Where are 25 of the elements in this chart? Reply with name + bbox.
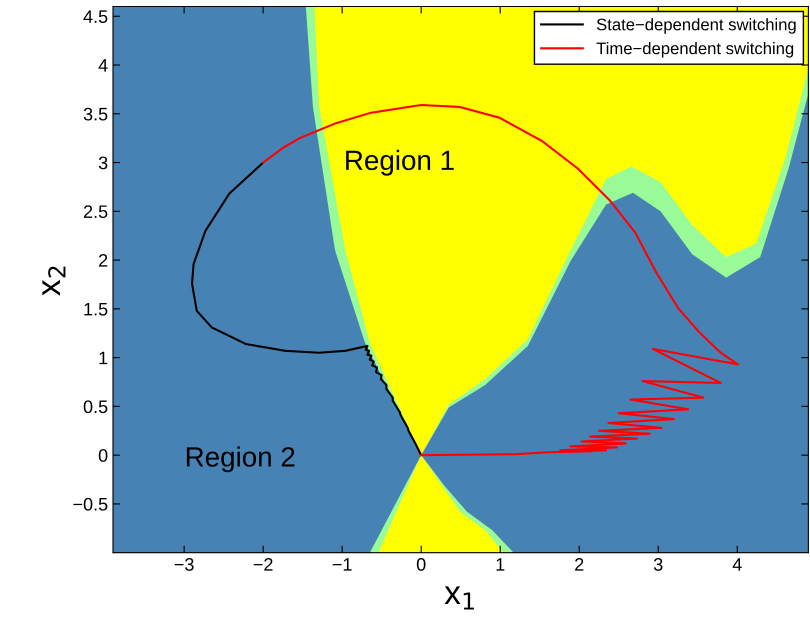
y-tick-label: 0.5 (84, 400, 108, 414)
annotation: Region 2 (186, 446, 294, 472)
legend-label: Time−dependent switching (596, 42, 794, 58)
x-tick-label: 0 (416, 558, 426, 571)
x-tick-label: 1 (496, 558, 504, 571)
y-tick-label: 3.5 (84, 108, 108, 121)
x-tick-label: −2 (254, 558, 273, 571)
y-tick-label: 1 (99, 352, 108, 364)
y-tick-label: 4 (98, 59, 108, 72)
y-tick-label: 0 (98, 449, 108, 462)
x-tick-label: −1 (332, 558, 352, 571)
x-tick-label: 3 (654, 558, 662, 571)
y-tick-label: 1.5 (84, 302, 108, 316)
y-axis-title: x$_{2}$ (42, 266, 66, 296)
annotation: Region 1 (346, 150, 454, 176)
legend-label: State−dependent switching (596, 18, 796, 34)
y-tick-label: 3 (98, 156, 108, 170)
y-tick-label: 2 (99, 254, 108, 267)
y-tick-label: 4.5 (83, 10, 108, 23)
y-tick-label: −0.5 (73, 498, 108, 511)
x-tick-label: 2 (575, 558, 584, 571)
x-tick-label: −3 (174, 558, 194, 571)
x-tick-label: 4 (732, 558, 742, 571)
y-tick-label: 2.5 (84, 205, 108, 218)
x-axis-title: x$_{1}$ (444, 586, 474, 610)
